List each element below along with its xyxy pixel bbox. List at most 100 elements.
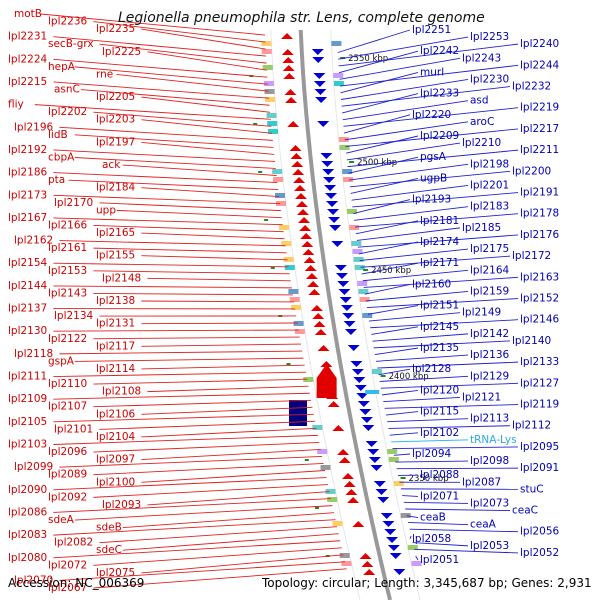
gene-label-text: hepA xyxy=(48,61,76,73)
gene-label-text: lpl2137 xyxy=(8,303,47,315)
cog-block-forward xyxy=(262,65,273,70)
cog-block-forward xyxy=(272,169,283,174)
leader-line xyxy=(59,240,286,247)
gene-label-text: lpl2196 xyxy=(14,121,54,133)
cog-block-forward xyxy=(291,305,301,310)
leader-line xyxy=(354,213,519,228)
cog-block-forward xyxy=(320,465,331,470)
reverse-gene-arrow xyxy=(323,177,336,183)
right-gene-label: lpl2120 xyxy=(382,384,459,396)
left-gene-label: lpl2166 xyxy=(48,219,284,233)
reverse-gene-arrow xyxy=(317,121,330,127)
leader-line xyxy=(350,177,419,194)
gene-label-text: lpl2056 xyxy=(520,526,560,538)
gene-label-text: lpl2120 xyxy=(420,384,459,396)
reverse-gene-arrow xyxy=(353,377,366,383)
gene-label-text: lpl2155 xyxy=(96,250,135,262)
right-gene-label: lpl2112 xyxy=(388,420,551,432)
leader-line xyxy=(409,535,412,539)
forward-gene-arrow xyxy=(284,89,297,95)
gene-label-text: lpl2186 xyxy=(8,167,48,179)
reverse-gene-arrow xyxy=(321,161,334,167)
right-gene-label: lpl2243 xyxy=(339,52,501,80)
left-gene-label: lpl2080 xyxy=(8,540,341,564)
forward-gene-arrow xyxy=(294,185,307,191)
gene-label-text: lpl2163 xyxy=(520,271,559,283)
gene-label-text: lpl2107 xyxy=(48,401,87,413)
right-gene-label: lpl2102 xyxy=(389,427,459,439)
left-gene-label: lpl2097 xyxy=(96,448,321,466)
leader-line xyxy=(53,477,327,491)
gene-label-text: lpl2203 xyxy=(96,114,135,126)
gene-label-text: lpl2162 xyxy=(14,235,53,247)
cog-block-forward xyxy=(294,329,305,334)
forward-gene-arrow xyxy=(361,561,374,567)
right-gene-label: lpl2053 xyxy=(412,540,509,552)
gene-label-text: lpl2171 xyxy=(420,257,459,269)
forward-gene-arrow xyxy=(363,569,376,575)
right-gene-label: lpl2127 xyxy=(380,377,559,389)
leader-line xyxy=(369,312,461,322)
reverse-gene-arrow xyxy=(393,569,406,575)
reverse-gene-arrow xyxy=(340,305,353,311)
left-gene-label: lpl2118 xyxy=(14,348,303,360)
forward-gene-arrow xyxy=(295,201,308,207)
left-gene-label: lpl2196 xyxy=(14,121,273,141)
right-gene-label: lpl2163 xyxy=(363,271,559,288)
leader-line xyxy=(68,179,279,190)
leader-line xyxy=(53,371,306,377)
leader-line xyxy=(34,104,271,120)
leader-line xyxy=(393,453,411,456)
trna-feature xyxy=(365,390,380,394)
gene-label-text: ugpB xyxy=(420,172,447,184)
reverse-gene-arrow xyxy=(338,289,351,295)
gene-label-text: lpl2092 xyxy=(48,491,87,503)
gene-label-text: lpl2138 xyxy=(96,295,135,307)
forward-gene-arrow xyxy=(282,65,295,71)
left-gene-label: motB xyxy=(14,8,265,36)
kbp-tick-label: 2450 kbp xyxy=(371,266,411,276)
right-gene-label: lpl2159 xyxy=(365,285,509,302)
left-gene-label: lpl2070 xyxy=(14,561,346,586)
right-gene-label: lpl2056 xyxy=(409,526,560,538)
gene-label-text: lpl2183 xyxy=(470,201,509,213)
forward-gene-arrow xyxy=(308,289,321,295)
leader-line xyxy=(405,508,511,511)
forward-gene-arrow xyxy=(285,97,298,103)
gene-label-text: lpl2205 xyxy=(96,91,135,103)
leader-line xyxy=(93,378,308,385)
right-gene-label: lpl2185 xyxy=(356,222,501,241)
gene-label-text: lpl2197 xyxy=(96,136,135,148)
gene-label-text: lpl2080 xyxy=(8,552,47,564)
reverse-gene-arrow xyxy=(312,57,325,63)
reverse-gene-arrow xyxy=(367,449,380,455)
cog-block-reverse xyxy=(349,225,360,230)
leader-line xyxy=(348,156,419,174)
left-gene-label: lpl2067 xyxy=(48,568,347,594)
right-gene-label: lpl2052 xyxy=(414,547,559,559)
right-gene-label: lpl2087 xyxy=(399,476,501,488)
cog-block-forward xyxy=(284,265,295,270)
gene-label-text: lpl2115 xyxy=(420,406,459,418)
gene-label-text: lpl2095 xyxy=(520,441,559,453)
reverse-gene-arrow xyxy=(365,441,378,447)
left-gene-label: lpl2170 xyxy=(54,197,281,212)
cog-block-forward xyxy=(279,225,290,230)
green-marker xyxy=(270,267,275,269)
leader-line xyxy=(352,192,519,208)
left-gene-label: fliy xyxy=(8,99,271,120)
cog-block-reverse xyxy=(331,41,342,46)
leader-line xyxy=(346,135,419,154)
gene-label-text: pgsA xyxy=(420,151,447,163)
green-marker xyxy=(258,171,263,173)
gene-label-text: lpl2219 xyxy=(520,102,559,114)
leader-line xyxy=(406,515,419,519)
forward-gene-arrow xyxy=(305,273,318,279)
reverse-gene-arrow xyxy=(351,369,364,375)
cog-block-forward xyxy=(264,89,275,94)
forward-gene-arrow xyxy=(303,257,316,263)
right-gene-label: lpl2219 xyxy=(343,102,559,127)
leader-line xyxy=(365,291,469,302)
leader-line xyxy=(93,247,287,254)
leader-line xyxy=(141,470,326,483)
